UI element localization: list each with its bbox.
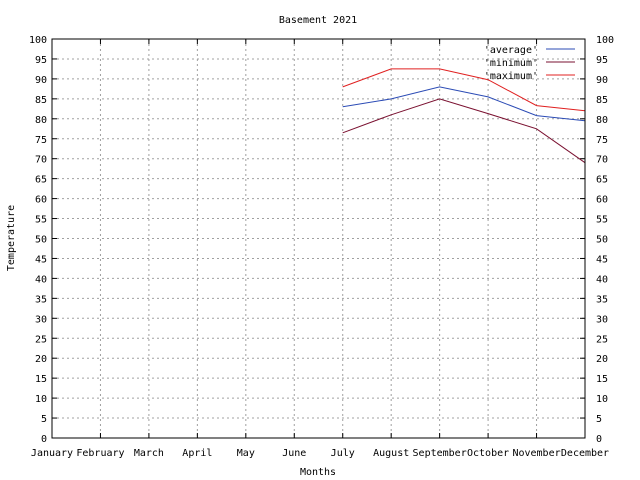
x-tick-label: August xyxy=(373,448,409,459)
series-line-2 xyxy=(342,68,586,112)
y-tick-label: 50 xyxy=(35,235,47,246)
y-tick-label: 60 xyxy=(35,195,47,206)
y-tick-label-right: 40 xyxy=(596,274,608,285)
y-tick-label: 45 xyxy=(35,254,47,265)
y-tick-label-right: 0 xyxy=(596,434,602,445)
y-tick-label-right: 95 xyxy=(596,55,608,66)
y-tick-label-right: 45 xyxy=(596,254,608,265)
y-tick-label-right: 100 xyxy=(596,35,614,46)
legend-label: 'maximum' xyxy=(484,71,538,82)
y-tick-label: 25 xyxy=(35,334,47,345)
y-axis-right: 0 5 10 15 20 25 30 35 40 45 50 55 60 65 70 75 80 85 90 95 10… xyxy=(580,35,614,445)
y-tick-label: 35 xyxy=(35,294,47,305)
y-tick-label: 5 xyxy=(41,414,47,425)
y-tick-label: 100 xyxy=(29,35,47,46)
y-tick-label: 55 xyxy=(35,215,47,226)
x-tick-label: November xyxy=(512,448,560,459)
y-tick-label-right: 15 xyxy=(596,374,608,385)
x-tick-label: July xyxy=(331,448,355,459)
y-tick-label: 0 xyxy=(41,434,47,445)
legend-label: 'average' xyxy=(484,45,538,56)
y-tick-label: 85 xyxy=(35,95,47,106)
series-group xyxy=(342,68,586,164)
y-tick-label: 30 xyxy=(35,314,47,325)
y-tick-label-right: 30 xyxy=(596,314,608,325)
y-tick-label: 80 xyxy=(35,115,47,126)
legend-label: 'minimum' xyxy=(484,58,538,69)
y-tick-label-right: 85 xyxy=(596,95,608,106)
y-tick-label: 20 xyxy=(35,354,47,365)
x-tick-label: September xyxy=(413,448,467,459)
x-tick-label: June xyxy=(282,448,306,459)
y-tick-label: 65 xyxy=(35,175,47,186)
y-tick-label-right: 65 xyxy=(596,175,608,186)
y-tick-label-right: 10 xyxy=(596,394,608,405)
y-axis-left: 0 5 10 15 20 25 30 35 40 45 50 55 60 65 70 75 80 85 90 95 10… xyxy=(29,35,57,445)
chart-title: Basement 2021 xyxy=(279,15,357,26)
y-tick-label: 75 xyxy=(35,135,47,146)
y-tick-label: 95 xyxy=(35,55,47,66)
y-tick-label: 10 xyxy=(35,394,47,405)
y-tick-label-right: 80 xyxy=(596,115,608,126)
series-line-1 xyxy=(342,98,586,164)
x-axis-label: Months xyxy=(300,467,336,478)
y-tick-label-right: 20 xyxy=(596,354,608,365)
y-tick-label-right: 70 xyxy=(596,155,608,166)
x-tick-label: December xyxy=(561,448,609,459)
x-tick-label: May xyxy=(237,448,255,459)
x-tick-label: October xyxy=(467,448,509,459)
x-axis: January February March April May June July Augu… xyxy=(31,39,609,459)
y-tick-label: 15 xyxy=(35,374,47,385)
y-tick-label-right: 25 xyxy=(596,334,608,345)
y-tick-label-right: 75 xyxy=(596,135,608,146)
y-axis-label: Temperature xyxy=(6,205,17,271)
series-line-0 xyxy=(342,86,586,122)
legend: 'average' 'minimum' 'maximum' xyxy=(484,45,575,82)
y-tick-label: 90 xyxy=(35,75,47,86)
y-tick-label-right: 35 xyxy=(596,294,608,305)
x-tick-label: January xyxy=(31,448,73,459)
x-tick-label: February xyxy=(76,448,124,459)
x-tick-label: March xyxy=(134,448,164,459)
plot-frame xyxy=(51,38,586,439)
y-tick-label: 70 xyxy=(35,155,47,166)
y-tick-label-right: 55 xyxy=(596,215,608,226)
x-tick-label: April xyxy=(182,448,212,459)
grid xyxy=(52,39,585,438)
y-tick-label-right: 90 xyxy=(596,75,608,86)
y-tick-label-right: 60 xyxy=(596,195,608,206)
y-tick-label: 40 xyxy=(35,274,47,285)
y-tick-label-right: 50 xyxy=(596,235,608,246)
y-tick-label-right: 5 xyxy=(596,414,602,425)
